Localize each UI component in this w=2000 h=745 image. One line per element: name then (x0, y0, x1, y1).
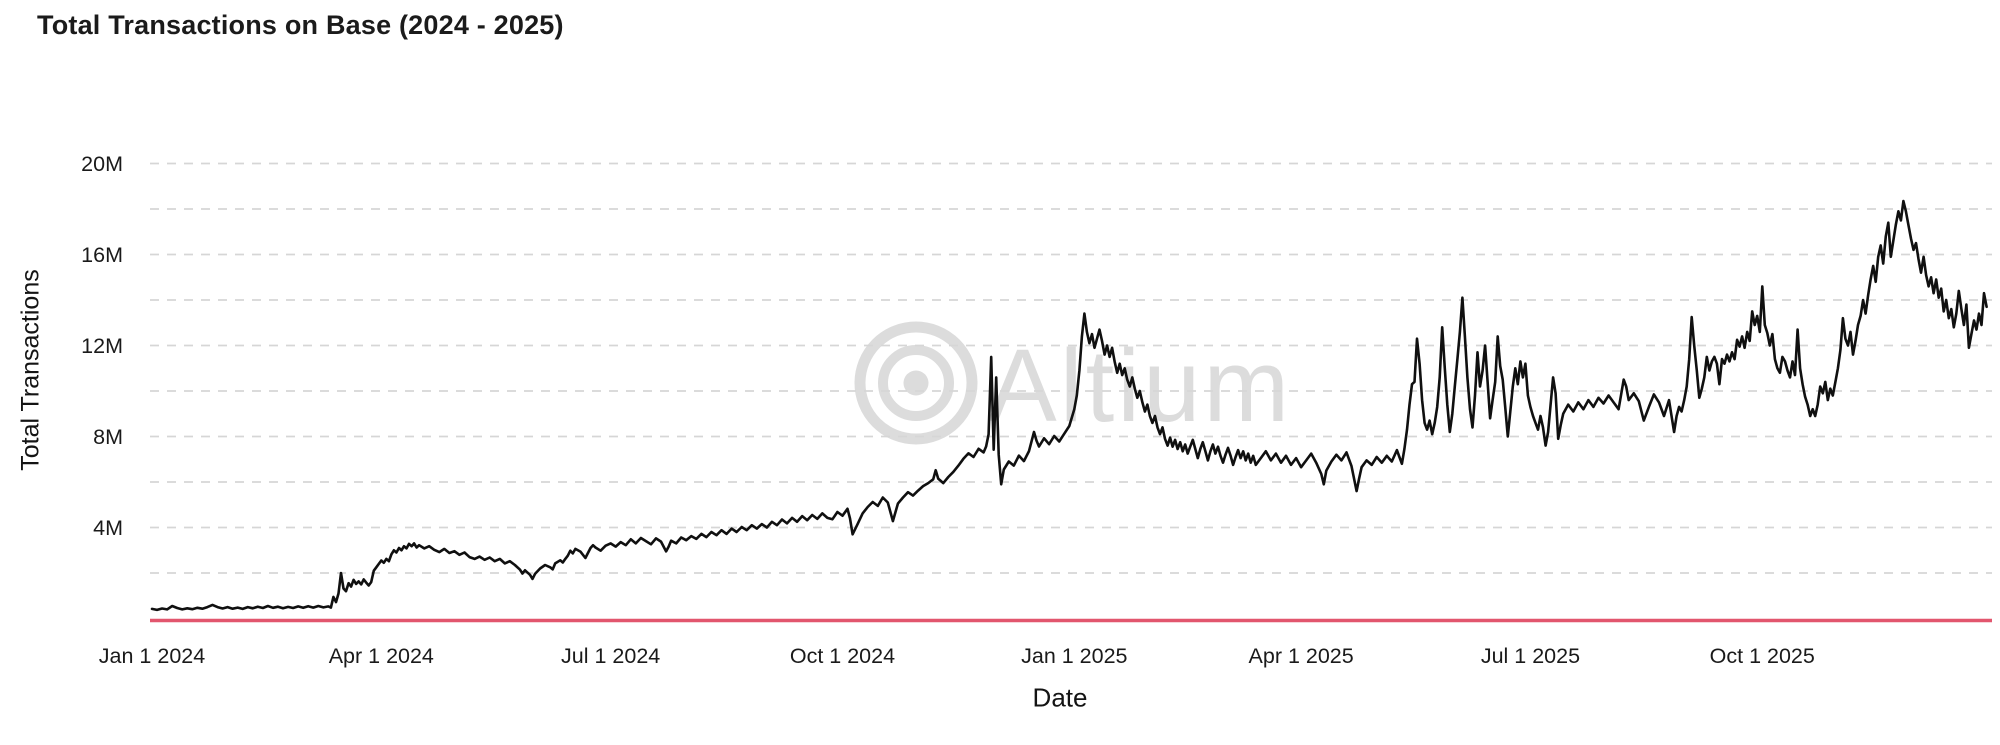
chart-title: Total Transactions on Base (2024 - 2025) (37, 10, 564, 40)
x-axis-title: Date (1032, 682, 1088, 713)
x-tick-label: Jul 1 2024 (561, 644, 660, 668)
y-tick-label: 16M (81, 243, 123, 267)
x-tick-label: Apr 1 2025 (1249, 644, 1354, 668)
y-tick-label: 4M (93, 516, 123, 540)
watermark: Altium (854, 321, 1292, 445)
x-tick-label: Oct 1 2025 (1710, 644, 1815, 668)
x-tick-label: Jul 1 2025 (1481, 644, 1580, 668)
y-axis-ticks: 4M 8M 12M 16M 20M (81, 152, 123, 540)
y-tick-label: 12M (81, 334, 123, 358)
watermark-logo-center-dot-icon (903, 370, 929, 396)
x-tick-label: Oct 1 2024 (790, 644, 895, 668)
x-axis-ticks: Jan 1 2024 Apr 1 2024 Jul 1 2024 Oct 1 2024… (99, 644, 1815, 668)
watermark-logo-middle-circle-icon (878, 345, 954, 421)
y-tick-label: 20M (81, 152, 123, 176)
x-tick-label: Jan 1 2025 (1021, 644, 1127, 668)
x-tick-label: Jan 1 2024 (99, 644, 205, 668)
x-tick-label: Apr 1 2024 (329, 644, 434, 668)
transactions-line-series[interactable] (150, 199, 1988, 612)
watermark-text: Altium (988, 328, 1292, 443)
y-tick-label: 8M (93, 425, 123, 449)
watermark-logo-outer-circle-icon (854, 321, 978, 445)
